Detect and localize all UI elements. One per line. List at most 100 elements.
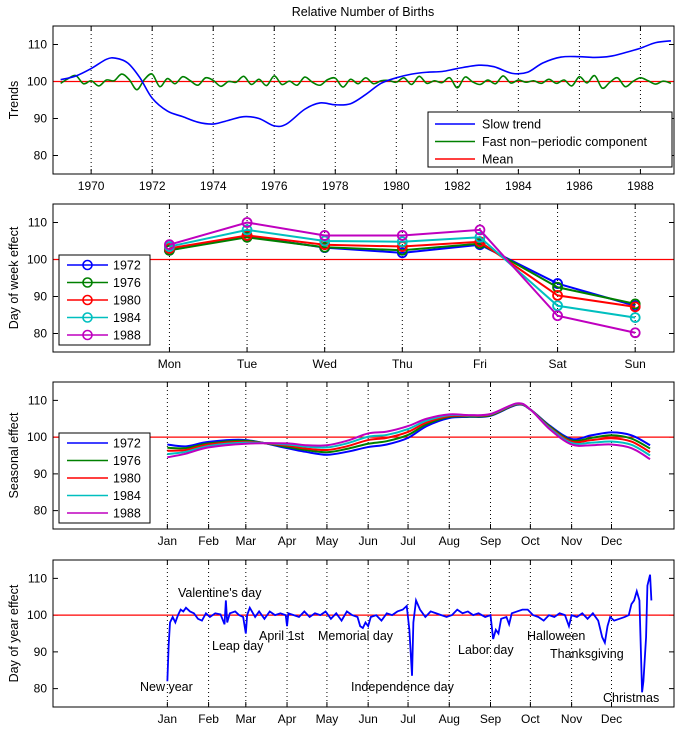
x-tick-label: 1972	[139, 179, 166, 193]
data-point	[241, 217, 253, 228]
data-point	[474, 224, 486, 236]
legend-label: 1984	[113, 489, 141, 503]
x-tick-label: Fri	[473, 357, 487, 371]
x-tick-label: May	[316, 712, 339, 726]
series-1984	[164, 224, 641, 323]
data-point	[241, 224, 253, 236]
panel-1: 1970 1972 1974 1976 1978 1980 1982 1984 1986 1988…	[7, 25, 675, 193]
annotation: Labor day	[458, 643, 514, 657]
series-line	[169, 228, 636, 319]
x-tick-label: Nov	[561, 712, 582, 726]
x-tick-label: Wed	[312, 357, 336, 371]
legend-label: Slow trend	[482, 118, 541, 132]
axes-frame	[52, 381, 675, 530]
x-tick-label: Tue	[237, 357, 258, 371]
legend-label: 1976	[113, 276, 141, 290]
series-line	[169, 221, 636, 334]
legend-marker	[82, 312, 93, 323]
x-tick-label: Sat	[549, 357, 568, 371]
data-point	[241, 230, 253, 241]
x-tick-label: 1978	[322, 179, 349, 193]
y-tick-label: 90	[34, 112, 48, 126]
y-axis-label: Day of week effect	[7, 226, 21, 329]
x-tick-label: May	[316, 534, 339, 548]
x-tick-label: Feb	[198, 534, 219, 548]
x-tick-label: Jan	[158, 712, 177, 726]
figure-title: Relative Number of Births	[292, 5, 434, 19]
x-tick-label: Mon	[158, 357, 181, 371]
annotation: Thanksgiving	[550, 647, 624, 661]
legend: 1972 1976 1980 1984 1988	[58, 254, 151, 346]
annotation: Independence day	[351, 680, 455, 694]
data-point	[396, 236, 408, 248]
data-point	[552, 289, 563, 301]
y-tick-label: 80	[34, 327, 48, 341]
y-tick-label: 90	[34, 645, 48, 659]
axes-frame	[52, 25, 675, 175]
annotation: Memorial day	[318, 629, 394, 643]
annotation: April 1st	[259, 629, 305, 643]
series-day-of-year	[166, 574, 653, 693]
x-tick-label: Jun	[358, 534, 377, 548]
x-tick-label: Oct	[521, 534, 540, 548]
y-tick-label: 100	[27, 253, 47, 267]
x-tick-label: 1976	[261, 179, 288, 193]
plot-area	[53, 217, 674, 339]
legend-label: 1988	[113, 507, 141, 521]
x-tick-label: Sun	[625, 357, 646, 371]
annotation: Valentine's day	[178, 586, 262, 600]
y-axis-label: Trends	[7, 81, 21, 119]
x-tick-label: 1974	[200, 179, 227, 193]
x-tick-label: 1988	[627, 179, 654, 193]
legend-label: 1984	[113, 311, 141, 325]
legend-label: 1976	[113, 454, 141, 468]
panel-4: Jan Feb Mar Apr May Jun Jul Aug Sep Oct Nov Dec 80 90…	[7, 559, 675, 726]
x-tick-label: Apr	[278, 534, 297, 548]
plot-area	[53, 40, 674, 128]
y-tick-label: 80	[34, 682, 48, 696]
data-point	[164, 239, 175, 251]
x-tick-label: 1982	[444, 179, 471, 193]
x-tick-label: Aug	[439, 712, 460, 726]
y-tick-label: 90	[34, 467, 48, 481]
panel-3: Jan Feb Mar Apr May Jun Jul Aug Sep Oct Nov Dec 80 90…	[7, 381, 675, 548]
annotation: Leap day	[212, 639, 264, 653]
legend-label: 1980	[113, 472, 141, 486]
legend-marker	[82, 259, 93, 271]
x-tick-label: 1970	[78, 179, 105, 193]
y-tick-label: 80	[34, 504, 48, 518]
data-point	[629, 312, 641, 323]
legend-marker	[82, 277, 93, 288]
x-tick-label: 1980	[383, 179, 410, 193]
panel-2: Mon Tue Wed Thu Fri Sat Sun 80 90 100 110 Day of we…	[7, 203, 675, 371]
data-point	[319, 235, 331, 247]
y-tick-label: 110	[28, 38, 47, 52]
plot-area	[53, 402, 674, 461]
x-tick-label: Aug	[439, 534, 460, 548]
x-tick-label: Oct	[521, 712, 540, 726]
legend-marker	[82, 294, 93, 306]
data-point	[396, 230, 408, 241]
legend: Slow trend Fast non−periodic component Mea…	[427, 111, 673, 168]
series-fast-component	[60, 73, 672, 91]
series-1988	[167, 402, 651, 461]
x-tick-label: Feb	[198, 712, 219, 726]
x-tick-label: Nov	[561, 534, 582, 548]
y-tick-label: 100	[27, 608, 47, 622]
x-tick-label: Mar	[235, 712, 256, 726]
y-tick-label: 110	[28, 393, 47, 407]
x-tick-label: 1986	[566, 179, 593, 193]
x-tick-label: Sep	[480, 712, 502, 726]
y-tick-label: 100	[27, 430, 47, 444]
annotation: New year	[140, 680, 193, 694]
legend-label: Fast non−periodic component	[482, 135, 648, 149]
legend: 1972 1976 1980 1984 1988	[58, 432, 151, 524]
data-point	[552, 300, 563, 312]
axes-frame	[52, 203, 675, 353]
x-tick-label: Jun	[358, 712, 377, 726]
data-point	[474, 231, 486, 243]
y-tick-label: 110	[28, 216, 47, 230]
y-tick-label: 110	[28, 571, 47, 585]
data-point	[629, 301, 641, 313]
